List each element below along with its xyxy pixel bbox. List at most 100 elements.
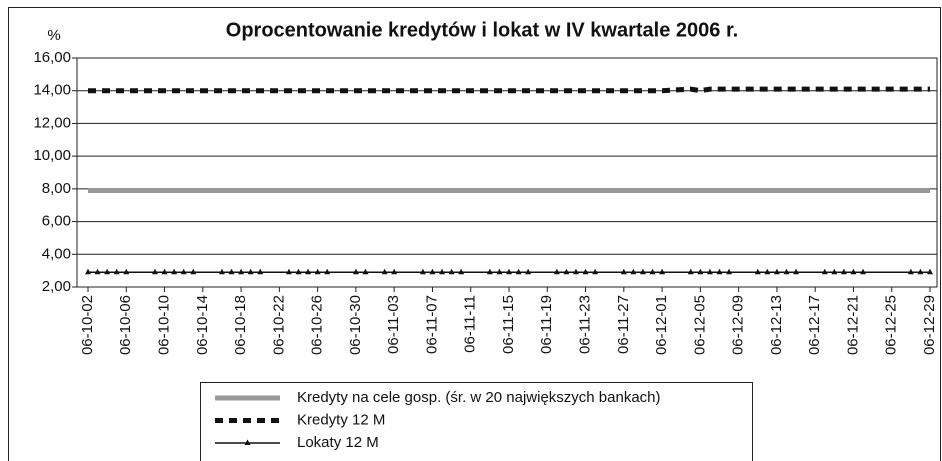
marker	[429, 268, 436, 275]
x-tick-label: 06-10-10	[156, 295, 173, 355]
x-tick-label: 06-12-29	[921, 295, 938, 355]
plot-area	[76, 57, 938, 288]
x-tick-label: 06-10-18	[232, 295, 249, 355]
marker	[228, 268, 235, 275]
marker	[381, 268, 388, 275]
marker	[391, 268, 398, 275]
x-tick-label: 06-12-21	[844, 295, 861, 355]
marker	[190, 268, 197, 275]
x-tick-label: 06-12-09	[730, 295, 747, 355]
marker	[582, 268, 589, 275]
marker	[706, 268, 713, 275]
marker	[486, 268, 493, 275]
y-tick-label: 4,00	[42, 245, 71, 262]
marker	[821, 268, 828, 275]
x-tick-label: 06-11-19	[538, 295, 555, 354]
chart-title: Oprocentowanie kredytów i lokat w IV kwa…	[226, 19, 738, 41]
x-tick-label: 06-10-26	[309, 295, 326, 355]
marker	[592, 268, 599, 275]
marker	[94, 268, 101, 275]
x-tick-label: 06-11-11	[462, 295, 479, 353]
marker	[123, 268, 130, 275]
marker	[840, 268, 847, 275]
x-tick-label: 06-12-01	[653, 295, 670, 355]
x-tick-label: 06-10-02	[79, 295, 96, 355]
marker	[831, 268, 838, 275]
marker	[151, 268, 158, 275]
x-tick-label: 06-10-22	[270, 295, 287, 355]
marker	[726, 268, 733, 275]
x-tick-label: 06-12-25	[883, 295, 900, 355]
x-tick-label: 06-10-14	[194, 295, 211, 355]
marker	[754, 268, 761, 275]
marker	[687, 268, 694, 275]
marker	[630, 268, 637, 275]
marker	[257, 268, 264, 275]
y-tick-label: 14,00	[33, 82, 71, 99]
marker	[85, 268, 91, 275]
marker	[716, 268, 723, 275]
marker	[553, 268, 560, 275]
marker	[295, 268, 302, 275]
marker	[104, 268, 111, 275]
marker	[180, 268, 187, 275]
x-tick-label: 06-11-07	[423, 295, 440, 354]
marker	[506, 268, 512, 275]
marker	[515, 268, 522, 275]
y-tick-label: 12,00	[33, 114, 71, 131]
y-axis-label: %	[47, 27, 60, 44]
y-tick-label: 6,00	[42, 213, 71, 230]
marker	[620, 268, 627, 275]
marker	[563, 268, 570, 275]
marker	[285, 268, 292, 275]
y-tick-label: 16,00	[33, 49, 71, 66]
marker	[458, 268, 465, 275]
marker	[764, 268, 771, 275]
marker	[439, 268, 446, 275]
marker	[572, 268, 579, 275]
x-tick-label: 06-11-27	[615, 295, 632, 354]
legend: Kredyty na cele gosp. (śr. w 20 najwięks…	[200, 382, 753, 461]
marker	[525, 268, 532, 275]
marker	[496, 268, 503, 275]
legend-label: Kredyty na cele gosp. (śr. w 20 najwięks…	[297, 389, 661, 406]
marker	[171, 268, 178, 275]
x-tick-label: 06-11-23	[577, 295, 594, 354]
marker	[247, 268, 254, 275]
y-tick-label: 8,00	[42, 180, 71, 197]
legend-label: Lokaty 12 M	[297, 434, 379, 451]
marker	[917, 268, 924, 275]
marker	[218, 268, 225, 275]
marker	[773, 268, 780, 275]
marker	[448, 268, 455, 275]
x-tick-label: 06-10-06	[117, 295, 134, 355]
legend-marker	[244, 439, 251, 445]
marker	[639, 268, 646, 275]
marker	[362, 268, 369, 275]
x-tick-label: 06-10-30	[347, 295, 364, 355]
marker	[352, 268, 359, 275]
y-tick-label: 2,00	[42, 278, 71, 295]
marker	[907, 268, 914, 275]
marker	[659, 268, 666, 275]
marker	[697, 268, 704, 275]
marker	[324, 268, 331, 275]
marker	[305, 268, 312, 275]
marker	[238, 268, 245, 275]
series-line	[88, 86, 930, 94]
x-tick-label: 06-11-03	[385, 295, 402, 354]
marker	[927, 268, 933, 275]
marker	[860, 268, 867, 275]
marker	[161, 268, 168, 275]
marker	[793, 268, 800, 275]
marker	[850, 268, 857, 275]
marker	[783, 268, 790, 275]
x-tick-label: 06-12-17	[806, 295, 823, 355]
y-tick-label: 10,00	[33, 147, 71, 164]
legend-box	[200, 382, 753, 461]
legend-label: Kredyty 12 M	[297, 411, 385, 428]
marker	[113, 268, 120, 275]
x-tick-label: 06-12-13	[768, 295, 785, 355]
marker	[419, 268, 426, 275]
